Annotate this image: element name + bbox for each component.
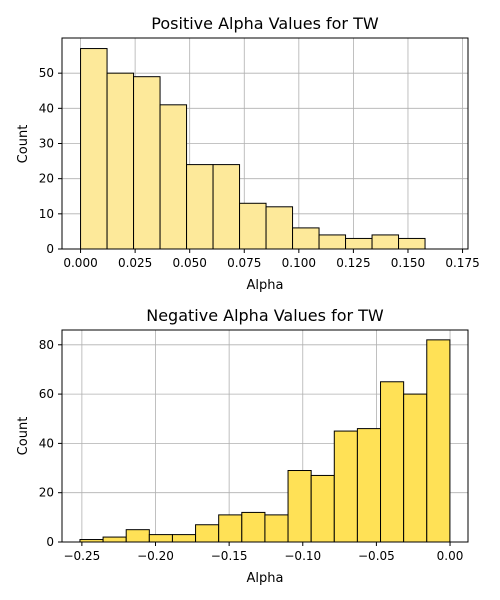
y-ticks: 0 10 20 30 40 50 xyxy=(39,66,62,256)
y-tick-label: 40 xyxy=(39,101,54,115)
histogram-bar xyxy=(403,393,428,543)
x-tick-label: 0.175 xyxy=(445,256,479,270)
y-tick-label: 50 xyxy=(39,66,54,80)
y-axis-label: Count xyxy=(16,125,31,164)
histogram-bar xyxy=(212,164,241,250)
x-ticks: 0.000 0.025 0.050 0.075 0.100 0.125 0.150 0.175 xyxy=(63,249,480,270)
histogram-bar xyxy=(186,164,214,250)
x-tick-label: 0.125 xyxy=(336,256,370,270)
y-tick-label: 0 xyxy=(46,242,54,256)
y-tick-label: 60 xyxy=(39,387,54,401)
histogram-bar xyxy=(345,237,373,250)
histogram-bar xyxy=(380,381,405,543)
y-ticks: 0 20 40 60 80 xyxy=(39,338,62,549)
histogram-bar xyxy=(318,234,347,250)
x-tick-label: −0.15 xyxy=(211,549,248,563)
histogram-bar xyxy=(195,524,220,543)
histogram-bar xyxy=(218,514,243,543)
bars xyxy=(79,339,451,543)
x-tick-label: 0.050 xyxy=(173,256,207,270)
x-tick-label: 0.025 xyxy=(118,256,152,270)
y-tick-label: 0 xyxy=(46,535,54,549)
chart-title: Positive Alpha Values for TW xyxy=(151,14,379,33)
y-tick-label: 30 xyxy=(39,137,54,151)
histogram-bar xyxy=(159,104,188,250)
x-ticks: −0.25 −0.20 −0.15 −0.10 −0.05 0.00 xyxy=(63,542,463,563)
x-tick-label: 0.100 xyxy=(282,256,316,270)
histogram-positive-alpha: Positive Alpha Values for TW Alpha Count… xyxy=(16,14,480,293)
x-tick-label: −0.20 xyxy=(137,549,174,563)
histogram-bar xyxy=(125,529,150,543)
histogram-bar xyxy=(356,428,382,543)
histogram-bar xyxy=(102,536,127,543)
x-axis-label: Alpha xyxy=(247,571,284,586)
chart-title: Negative Alpha Values for TW xyxy=(146,306,384,325)
histogram-bar xyxy=(333,430,358,543)
x-axis-label: Alpha xyxy=(247,278,284,293)
x-tick-label: −0.25 xyxy=(63,549,100,563)
histogram-bar xyxy=(239,202,267,250)
histogram-bar xyxy=(241,511,266,543)
histogram-bar xyxy=(171,534,197,543)
y-tick-label: 20 xyxy=(39,486,54,500)
y-tick-label: 20 xyxy=(39,172,54,186)
x-tick-label: 0.000 xyxy=(63,256,97,270)
histogram-bar xyxy=(310,474,335,543)
histogram-bar xyxy=(426,339,451,543)
axes-frame xyxy=(61,329,469,543)
histogram-bar xyxy=(265,206,294,250)
histogram-bar xyxy=(398,237,426,250)
histogram-bar xyxy=(148,534,173,543)
y-tick-label: 40 xyxy=(39,436,54,450)
histogram-negative-alpha: Negative Alpha Values for TW Alpha Count… xyxy=(16,306,469,586)
histogram-bar xyxy=(133,76,161,250)
x-tick-label: −0.05 xyxy=(358,549,395,563)
y-tick-label: 10 xyxy=(39,207,54,221)
x-tick-label: −0.10 xyxy=(284,549,321,563)
histogram-bar xyxy=(292,227,320,250)
histogram-bar xyxy=(264,514,289,543)
histogram-bar xyxy=(106,72,135,250)
x-tick-label: 0.150 xyxy=(391,256,425,270)
histogram-bar xyxy=(287,470,312,543)
y-tick-label: 80 xyxy=(39,338,54,352)
y-axis-label: Count xyxy=(16,417,31,456)
bars xyxy=(80,48,426,250)
histogram-bar xyxy=(80,48,108,250)
histogram-bar xyxy=(371,234,400,250)
x-tick-label: 0.00 xyxy=(437,549,464,563)
x-tick-label: 0.075 xyxy=(227,256,261,270)
